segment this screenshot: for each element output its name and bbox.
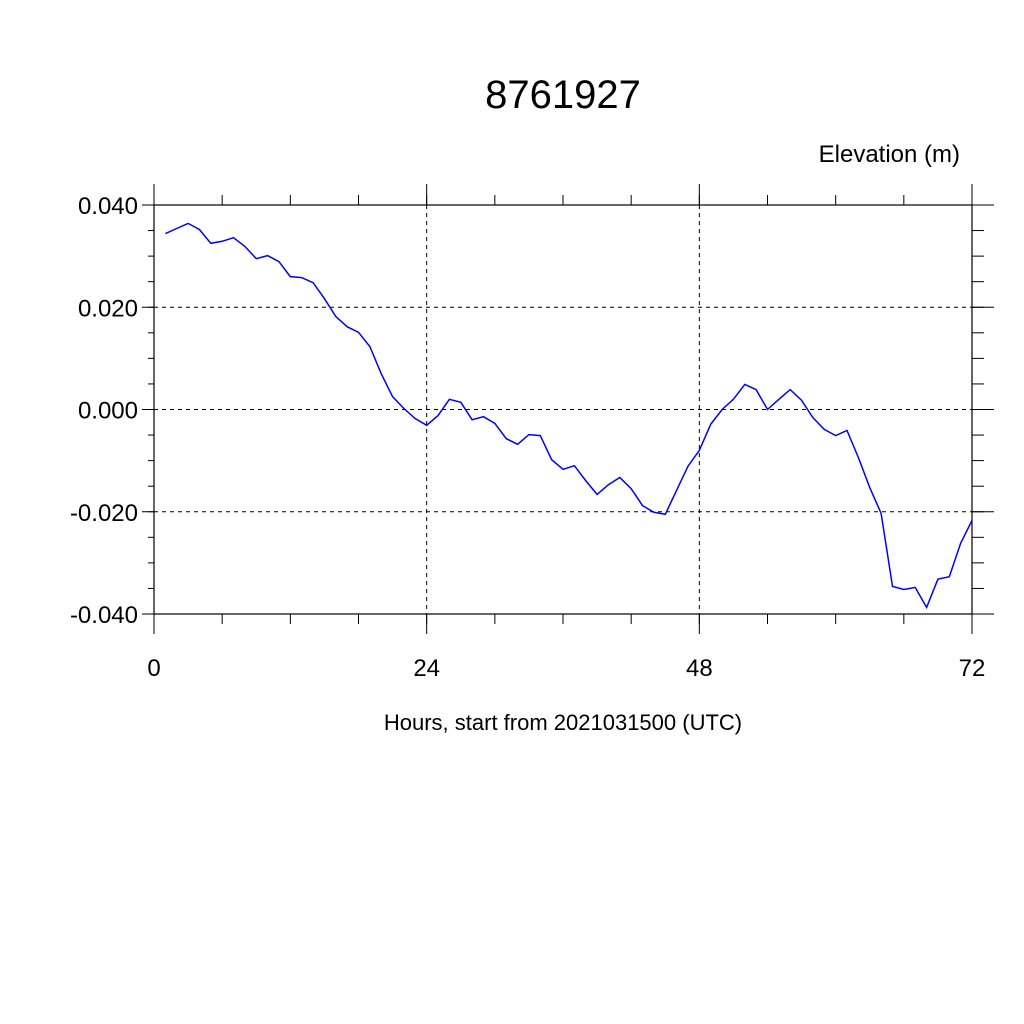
x-tick-label: 24 bbox=[413, 655, 440, 682]
y-tick-label: 0.020 bbox=[78, 295, 138, 322]
y-tick-label: 0.000 bbox=[78, 398, 138, 425]
x-tick-label: 48 bbox=[686, 655, 713, 682]
y-tick-label: -0.020 bbox=[70, 500, 138, 527]
tick-labels: 0.040 0.020 0.000 -0.020 -0.040 0 24 48 72 bbox=[70, 193, 985, 682]
plot-frame bbox=[153, 204, 973, 615]
x-tick-label: 72 bbox=[959, 655, 986, 682]
axis-ticks bbox=[142, 184, 994, 634]
y-axis-label: Elevation (m) bbox=[819, 141, 960, 168]
grid-lines bbox=[153, 204, 973, 615]
x-tick-label: 0 bbox=[147, 655, 160, 682]
y-tick-label: 0.040 bbox=[78, 193, 138, 220]
y-tick-label: -0.040 bbox=[70, 602, 138, 629]
series-line-elevation bbox=[165, 222, 973, 610]
chart-title: 8761927 bbox=[485, 73, 641, 117]
x-axis-label: Hours, start from 2021031500 (UTC) bbox=[384, 710, 742, 735]
